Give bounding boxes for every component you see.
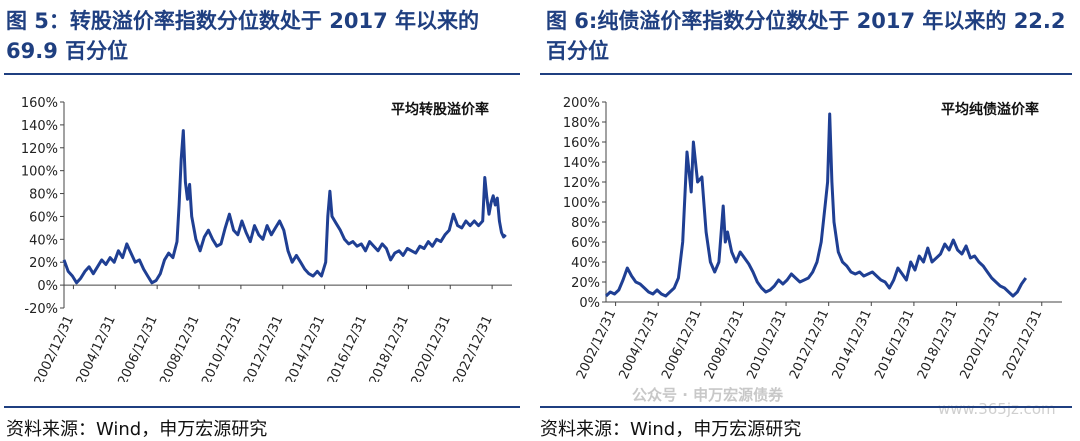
legend-label: 平均纯债溢价率 (941, 101, 1039, 118)
right-title-line2: 百分位 (546, 39, 609, 63)
watermark-text: 公众号 · 申万宏源债券 (632, 386, 784, 404)
x-tick-label: 2010/12/31 (744, 307, 789, 381)
legend-label: 平均转股溢价率 (391, 101, 489, 118)
x-tick-label: 2008/12/31 (157, 313, 202, 382)
y-tick-label: 140% (563, 156, 600, 171)
x-tick-label: 2018/12/31 (367, 313, 412, 382)
right-chart-svg: 0% 20% 40% 60% 80% 100% 120% 140% 160% 180% 200% 20… (563, 96, 1062, 382)
series-line (62, 129, 507, 285)
y-tick-label: 100% (563, 196, 600, 211)
x-tick-label: 2002/12/31 (32, 313, 77, 382)
y-tick-label: -20% (24, 302, 58, 317)
y-tick-label: 20% (29, 256, 58, 271)
x-tick-label: 2004/12/31 (74, 313, 119, 382)
left-source: 资料来源：Wind，申万宏源研究 (6, 419, 268, 440)
left-chart-svg: -20% 0% 20% 40% 60% 80% 100% 120% 140% 160% 2002/1… (21, 96, 512, 388)
y-tick-label: 120% (21, 142, 58, 157)
left-title-line2: 69.9 百分位 (6, 39, 129, 63)
y-tick-label: 160% (563, 136, 600, 151)
y-tick-label: 100% (21, 165, 58, 180)
x-tick-label: 2020/12/31 (409, 313, 454, 382)
series-line (604, 112, 1028, 298)
x-tick-label: 2014/12/31 (283, 313, 328, 382)
y-tick-label: 40% (29, 233, 58, 248)
x-tick-label: 2016/12/31 (872, 307, 917, 381)
y-tick-label: 40% (571, 256, 600, 271)
left-panel: 图 5：转股溢价率指数分位数处于 2017 年以来的 69.9 百分位 -20%… (0, 0, 530, 440)
x-tick-label: 2008/12/31 (702, 307, 747, 381)
x-tick-label: 2012/12/31 (241, 313, 286, 382)
left-title-line1: 图 5：转股溢价率指数分位数处于 2017 年以来的 (6, 9, 479, 33)
left-chart: -20% 0% 20% 40% 60% 80% 100% 120% 140% 160% 2002/1… (0, 92, 520, 388)
x-tick-label: 2004/12/31 (617, 307, 662, 381)
left-bottom-rule (4, 406, 520, 408)
y-tick-label: 0% (579, 296, 600, 311)
right-title-line1: 图 6:纯债溢价率指数分位数处于 2017 年以来的 22.2 (546, 9, 1066, 33)
x-tick-label: 2014/12/31 (830, 307, 875, 381)
x-tick-label: 2006/12/31 (659, 307, 704, 381)
x-tick-label: 2016/12/31 (325, 313, 370, 382)
right-chart: 0% 20% 40% 60% 80% 100% 120% 140% 160% 180% 200% 20… (540, 92, 1072, 382)
y-tick-label: 60% (571, 236, 600, 251)
y-tick-label: 80% (29, 188, 58, 203)
left-title: 图 5：转股溢价率指数分位数处于 2017 年以来的 69.9 百分位 (6, 6, 479, 66)
x-tick-label: 2002/12/31 (574, 307, 619, 381)
x-tick-label: 2018/12/31 (915, 307, 960, 381)
y-tick-label: 140% (21, 119, 58, 134)
x-tick-label: 2010/12/31 (199, 313, 244, 382)
y-tick-label: 200% (563, 96, 600, 111)
right-bottom-rule (540, 406, 1072, 408)
y-tick-label: 20% (571, 276, 600, 291)
right-title: 图 6:纯债溢价率指数分位数处于 2017 年以来的 22.2 百分位 (546, 6, 1066, 66)
watermark-site: www.365jz.com (938, 400, 1056, 418)
y-tick-label: 0% (37, 279, 58, 294)
y-tick-label: 60% (29, 210, 58, 225)
y-tick-label: 120% (563, 176, 600, 191)
right-source: 资料来源：Wind，申万宏源研究 (540, 419, 802, 440)
x-tick-label: 2020/12/31 (958, 307, 1003, 381)
left-title-rule (4, 73, 520, 75)
right-title-rule (540, 73, 1072, 75)
y-tick-label: 160% (21, 96, 58, 111)
x-tick-label: 2022/12/31 (1000, 307, 1045, 381)
x-tick-label: 2022/12/31 (450, 313, 495, 382)
right-panel: 图 6:纯债溢价率指数分位数处于 2017 年以来的 22.2 百分位 0% 20… (540, 0, 1080, 440)
y-tick-label: 180% (563, 116, 600, 131)
y-tick-label: 80% (571, 216, 600, 231)
x-tick-label: 2006/12/31 (116, 313, 161, 382)
x-tick-label: 2012/12/31 (787, 307, 832, 381)
